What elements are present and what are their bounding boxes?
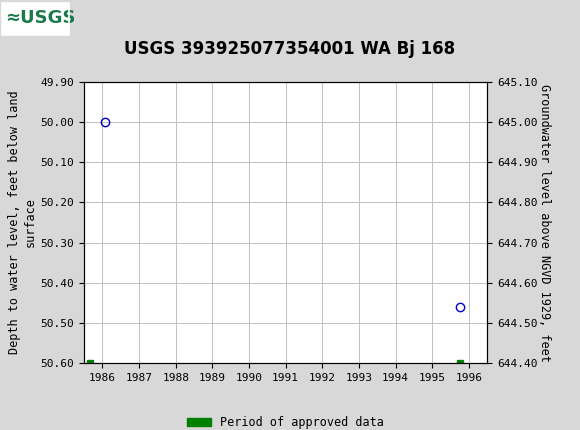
Y-axis label: Groundwater level above NGVD 1929, feet: Groundwater level above NGVD 1929, feet — [538, 83, 552, 362]
Legend: Period of approved data: Period of approved data — [183, 411, 389, 430]
Y-axis label: Depth to water level, feet below land
surface: Depth to water level, feet below land su… — [9, 91, 37, 354]
FancyBboxPatch shape — [2, 3, 69, 35]
Text: USGS 393925077354001 WA Bj 168: USGS 393925077354001 WA Bj 168 — [125, 40, 455, 58]
Text: ≈USGS: ≈USGS — [5, 9, 75, 27]
